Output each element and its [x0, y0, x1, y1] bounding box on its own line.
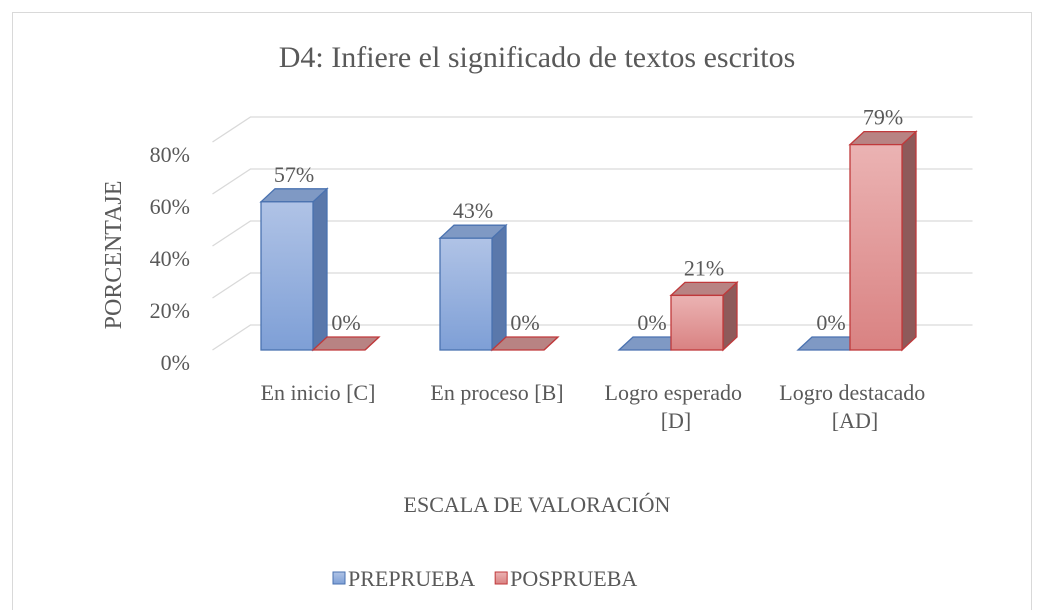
x-tick-label: En proceso [B] — [430, 380, 563, 405]
legend-label: PREPRUEBA — [348, 566, 475, 591]
bar-front — [849, 143, 903, 351]
data-label: 0% — [637, 310, 666, 335]
grid-line — [212, 272, 973, 299]
chart-title: D4: Infiere el significado de textos esc… — [279, 41, 796, 74]
bar — [311, 336, 381, 351]
grid-line — [212, 220, 973, 247]
x-tick-label: Logro esperado [D] — [605, 380, 748, 433]
data-label: 0% — [816, 310, 845, 335]
data-label: 21% — [684, 255, 724, 280]
legend-label: POSPRUEBA — [510, 566, 637, 591]
data-label: 79% — [863, 105, 903, 130]
bar-side — [491, 223, 507, 352]
bar-side — [901, 130, 917, 352]
y-tick-label: 60% — [150, 194, 190, 219]
y-tick-label: 0% — [161, 350, 190, 375]
bar-front — [260, 201, 314, 351]
y-tick-label: 20% — [150, 298, 190, 323]
y-axis-title: PORCENTAJE — [101, 181, 127, 330]
bar — [259, 187, 329, 352]
data-label: 57% — [274, 162, 314, 187]
x-tick-label: En inicio [C] — [261, 380, 376, 405]
bar-top — [311, 336, 381, 351]
bar-side — [312, 187, 328, 352]
data-label: 43% — [453, 198, 493, 223]
x-axis-title: ESCALA DE VALORACIÓN — [404, 492, 671, 517]
bar — [669, 280, 739, 352]
data-label: 0% — [510, 310, 539, 335]
grid-line — [212, 168, 973, 195]
bar — [490, 336, 560, 351]
bar-front — [439, 237, 493, 351]
bar-front — [670, 294, 724, 351]
data-label: 0% — [331, 310, 360, 335]
grid-line — [212, 116, 973, 143]
y-tick-label: 40% — [150, 246, 190, 271]
bar — [848, 130, 918, 352]
y-tick-label: 80% — [150, 142, 190, 167]
legend-swatch — [494, 571, 508, 585]
legend-swatch — [332, 571, 346, 585]
x-tick-label: Logro destacado [AD] — [779, 380, 931, 433]
bar-top — [490, 336, 560, 351]
bar — [438, 223, 508, 352]
